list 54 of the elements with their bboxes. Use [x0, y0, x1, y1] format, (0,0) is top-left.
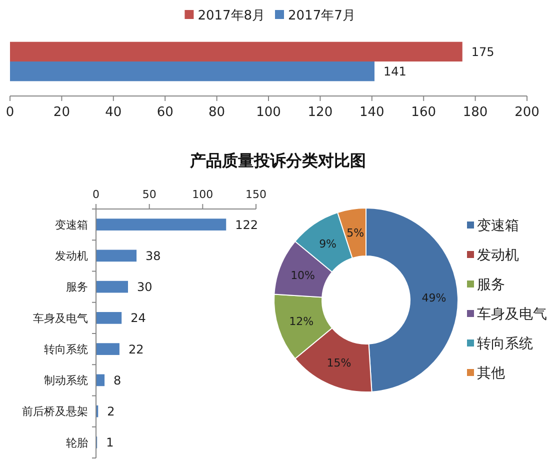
x-tick-label: 160 [411, 105, 436, 120]
x-tick-label: 150 [246, 188, 266, 201]
data-label: 30 [137, 280, 152, 294]
legend-label: 发动机 [477, 247, 519, 264]
data-label: 38 [146, 248, 161, 263]
bar [96, 312, 122, 324]
x-tick-label: 20 [53, 105, 70, 120]
x-tick-label: 40 [105, 105, 122, 120]
legend-label: 服务 [477, 276, 505, 293]
x-tick-label: 80 [208, 105, 226, 120]
y-tick-label: 制动系统 [44, 374, 88, 388]
data-label: 15% [326, 356, 352, 370]
data-label: 24 [130, 311, 146, 326]
bar [96, 280, 128, 293]
data-label: 2 [107, 404, 115, 419]
bar [96, 374, 105, 386]
legend-label: 转向系统 [477, 336, 533, 352]
data-label: 1 [106, 436, 114, 450]
x-tick-label: 180 [462, 105, 488, 120]
x-tick-label: 0 [6, 105, 14, 120]
x-tick-label: 200 [514, 105, 540, 120]
y-tick-label: 前后桥及悬架 [22, 405, 88, 418]
y-tick-label: 发动机 [55, 250, 88, 263]
x-tick-label: 50 [142, 188, 156, 201]
data-label: 9% [319, 238, 337, 251]
x-tick-label: 100 [256, 105, 281, 120]
data-label: 22 [128, 342, 144, 356]
bar [96, 218, 226, 230]
x-tick-label: 0 [92, 188, 100, 201]
y-tick-label: 轮胎 [66, 436, 88, 450]
data-label: 175 [471, 44, 494, 59]
legend-label: 车身及电气 [477, 306, 547, 322]
y-tick-label: 车身及电气 [33, 312, 88, 325]
chart-title: 产品质量投诉分类对比图 [189, 151, 366, 170]
legend-label: 其他 [477, 365, 505, 382]
legend-label: 2017年8月 [198, 8, 266, 24]
legend-label: 变速箱 [477, 218, 519, 234]
data-label: 10% [290, 268, 315, 282]
bar [96, 343, 120, 355]
x-tick-label: 100 [192, 188, 214, 201]
bar [96, 250, 137, 262]
data-label: 49% [422, 292, 446, 305]
y-tick-label: 服务 [66, 280, 88, 294]
x-tick-label: 60 [156, 105, 174, 120]
x-tick-label: 120 [308, 105, 333, 120]
x-tick-label: 140 [359, 105, 384, 120]
y-tick-label: 转向系统 [44, 342, 88, 356]
data-label: 141 [383, 64, 406, 79]
y-tick-label: 变速箱 [55, 218, 88, 232]
legend-label: 2017年7月 [288, 8, 356, 24]
data-label: 12% [289, 314, 314, 328]
data-label: 5% [346, 226, 364, 240]
data-label: 122 [235, 218, 258, 232]
data-label: 8 [114, 373, 122, 388]
